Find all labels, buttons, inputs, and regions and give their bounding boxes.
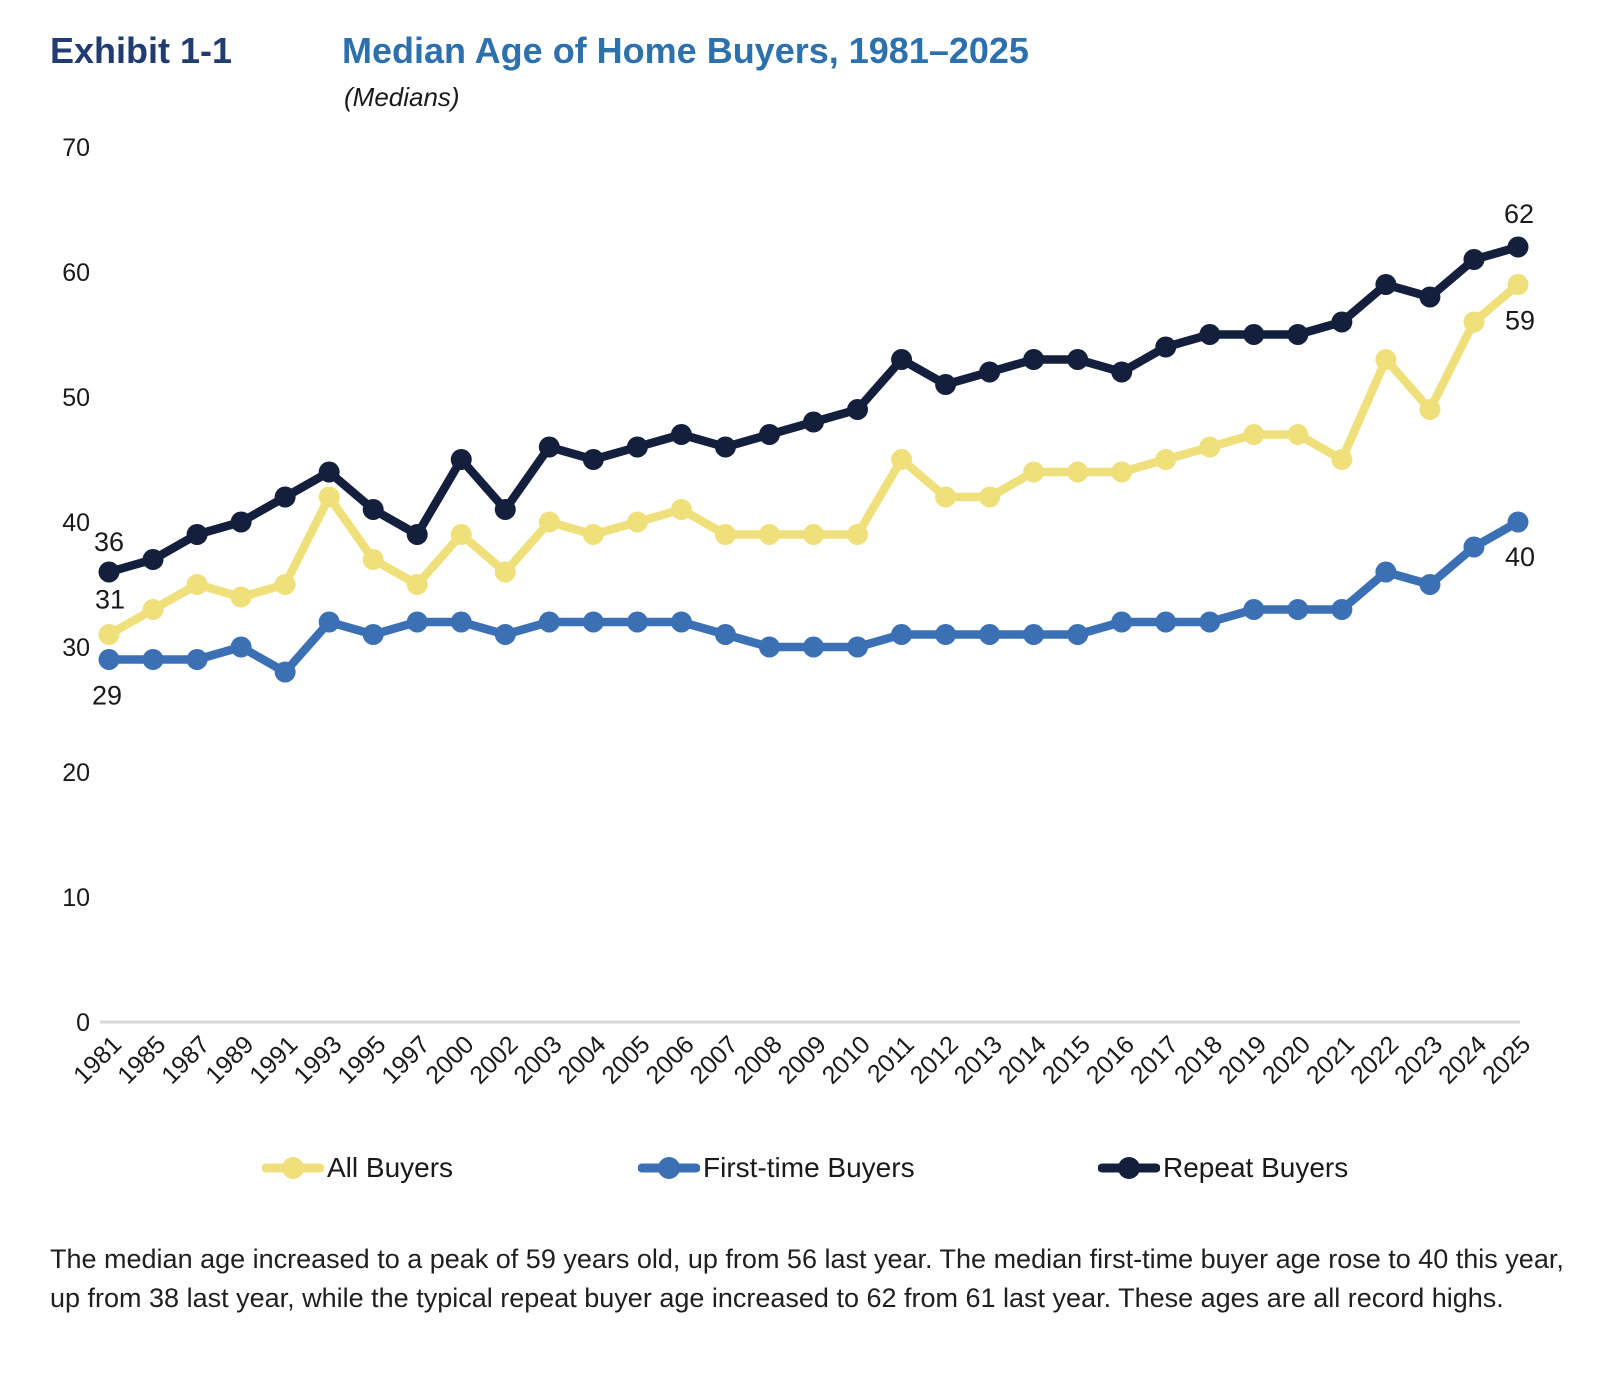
svg-text:2008: 2008 bbox=[729, 1030, 788, 1089]
svg-text:2009: 2009 bbox=[773, 1030, 832, 1089]
svg-text:20: 20 bbox=[62, 759, 90, 787]
svg-text:2022: 2022 bbox=[1345, 1030, 1404, 1089]
svg-text:29: 29 bbox=[92, 681, 122, 711]
svg-text:31: 31 bbox=[95, 585, 125, 615]
svg-text:2010: 2010 bbox=[817, 1030, 876, 1089]
legend-label-all-buyers: All Buyers bbox=[327, 1152, 454, 1183]
svg-text:2000: 2000 bbox=[420, 1030, 479, 1089]
svg-text:2019: 2019 bbox=[1213, 1030, 1272, 1089]
svg-text:1995: 1995 bbox=[332, 1030, 391, 1089]
svg-text:2023: 2023 bbox=[1389, 1030, 1448, 1089]
line-chart: 0102030405060701981198519871989199119931… bbox=[62, 134, 1536, 1090]
svg-text:2015: 2015 bbox=[1037, 1030, 1096, 1089]
svg-text:2005: 2005 bbox=[596, 1030, 655, 1089]
svg-text:1985: 1985 bbox=[112, 1030, 171, 1089]
legend-marker-first-time-buyers bbox=[638, 1157, 700, 1179]
svg-text:2013: 2013 bbox=[949, 1030, 1008, 1089]
svg-text:2011: 2011 bbox=[862, 1030, 920, 1088]
svg-text:2018: 2018 bbox=[1169, 1030, 1228, 1089]
legend-label-first-time-buyers: First-time Buyers bbox=[703, 1152, 915, 1183]
svg-text:1989: 1989 bbox=[200, 1030, 259, 1089]
svg-text:1993: 1993 bbox=[288, 1030, 347, 1089]
legend-item-repeat-buyers: Repeat Buyers bbox=[1098, 1152, 1348, 1184]
svg-text:50: 50 bbox=[62, 384, 90, 412]
svg-text:40: 40 bbox=[1505, 542, 1535, 572]
legend-item-first-time-buyers: First-time Buyers bbox=[638, 1152, 915, 1184]
chart-title: Median Age of Home Buyers, 1981–2025 bbox=[342, 30, 1029, 71]
svg-text:2016: 2016 bbox=[1081, 1030, 1140, 1089]
svg-text:40: 40 bbox=[62, 509, 90, 537]
svg-text:62: 62 bbox=[1504, 199, 1534, 229]
svg-text:1997: 1997 bbox=[376, 1030, 435, 1089]
svg-text:2024: 2024 bbox=[1433, 1030, 1492, 1089]
svg-text:1987: 1987 bbox=[156, 1030, 215, 1089]
svg-text:70: 70 bbox=[62, 134, 90, 162]
svg-text:2002: 2002 bbox=[464, 1030, 523, 1089]
chart-legend: All Buyers First-time Buyers Repeat Buye… bbox=[0, 1152, 1620, 1192]
svg-text:2012: 2012 bbox=[905, 1030, 964, 1089]
legend-label-repeat-buyers: Repeat Buyers bbox=[1163, 1152, 1349, 1183]
svg-text:10: 10 bbox=[62, 884, 90, 912]
svg-text:59: 59 bbox=[1505, 306, 1535, 336]
svg-text:2014: 2014 bbox=[993, 1030, 1052, 1089]
svg-text:1981: 1981 bbox=[68, 1030, 127, 1089]
svg-text:0: 0 bbox=[76, 1009, 90, 1037]
svg-text:30: 30 bbox=[62, 634, 90, 662]
legend-marker-repeat-buyers bbox=[1098, 1157, 1160, 1179]
chart-subtitle: (Medians) bbox=[344, 82, 460, 112]
svg-text:2007: 2007 bbox=[685, 1030, 744, 1089]
svg-text:2004: 2004 bbox=[552, 1030, 611, 1089]
svg-text:2020: 2020 bbox=[1257, 1030, 1316, 1089]
legend-item-all-buyers: All Buyers bbox=[262, 1152, 453, 1184]
exhibit-label: Exhibit 1-1 bbox=[50, 30, 233, 71]
svg-text:36: 36 bbox=[94, 527, 124, 557]
legend-marker-all-buyers bbox=[262, 1157, 324, 1179]
caption: The median age increased to a peak of 59… bbox=[50, 1244, 1564, 1313]
svg-text:60: 60 bbox=[62, 259, 90, 287]
svg-text:2017: 2017 bbox=[1125, 1030, 1184, 1089]
svg-text:2003: 2003 bbox=[508, 1030, 567, 1089]
svg-text:2021: 2021 bbox=[1301, 1030, 1360, 1089]
svg-text:2006: 2006 bbox=[641, 1030, 700, 1089]
svg-text:2025: 2025 bbox=[1477, 1030, 1536, 1089]
svg-text:1991: 1991 bbox=[244, 1030, 303, 1089]
